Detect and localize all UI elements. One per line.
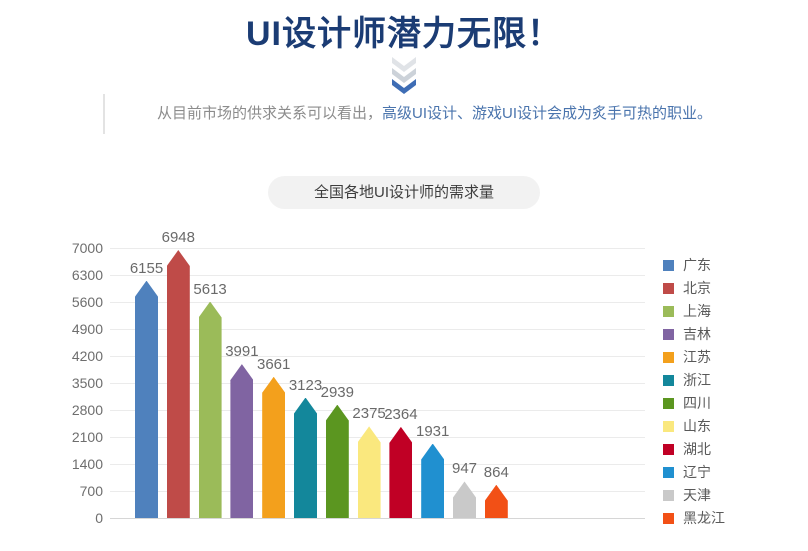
gridline	[110, 356, 645, 357]
page-title: UI设计师潜力无限！	[246, 15, 562, 53]
chart-bar-江苏	[262, 376, 286, 518]
gridline	[110, 437, 645, 438]
plot-area: 6155 6948 5613 3991 3661 3123 2939 2375 2364 1931…	[110, 229, 645, 519]
bar-value-label: 864	[483, 463, 509, 481]
y-axis-tick-label: 2100	[71, 429, 103, 445]
chart-title-badge: 全国各地UI设计师的需求量	[267, 176, 541, 209]
legend-item: 江苏	[663, 349, 725, 365]
legend-item: 浙江	[663, 372, 725, 388]
y-axis-tick-label: 7000	[71, 240, 103, 256]
bar-value-label: 2939	[320, 383, 354, 401]
legend-swatch-icon	[663, 351, 674, 363]
legend-swatch-icon	[663, 420, 674, 432]
bar-value-label: 2364	[384, 405, 418, 423]
legend-label: 辽宁	[683, 464, 711, 480]
gridline	[110, 329, 645, 330]
y-axis-tick-label: 4200	[71, 348, 103, 364]
legend: 广东北京上海吉林江苏浙江四川山东湖北辽宁天津黑龙江	[663, 257, 725, 534]
chart-bar-湖北	[389, 426, 413, 518]
legend-item: 广东	[663, 257, 725, 273]
chart-bar-上海	[198, 301, 222, 518]
gridline	[110, 518, 645, 519]
chart-bar-天津	[453, 481, 476, 518]
bar-value-label: 3123	[288, 376, 323, 394]
legend-label: 上海	[683, 303, 711, 319]
legend-item: 上海	[663, 303, 725, 319]
intro-text-plain: 从目前市场的供求关系可以看出，	[157, 105, 383, 122]
legend-label: 天津	[683, 487, 711, 503]
y-axis-tick-label: 1400	[71, 456, 103, 472]
legend-item: 山东	[663, 418, 725, 434]
y-axis-tick-label: 3500	[71, 375, 103, 391]
y-axis-tick-label: 0	[95, 510, 103, 526]
chart-bar-吉林	[230, 364, 254, 518]
y-axis-tick-label: 4900	[71, 321, 103, 337]
legend-swatch-icon	[663, 282, 674, 294]
legend-item: 四川	[663, 395, 725, 411]
legend-item: 北京	[663, 280, 725, 296]
bar-value-label: 6155	[129, 259, 164, 277]
y-axis-tick-label: 6300	[71, 267, 103, 283]
legend-item: 天津	[663, 487, 725, 503]
chevron-double-down-icon	[392, 57, 416, 94]
legend-swatch-icon	[663, 512, 674, 524]
gridline	[110, 383, 645, 384]
legend-item: 黑龙江	[663, 510, 725, 526]
legend-swatch-icon	[663, 489, 674, 501]
bar-value-label: 6948	[161, 229, 195, 247]
legend-item: 吉林	[663, 326, 725, 342]
legend-swatch-icon	[663, 259, 674, 271]
intro-text: 从目前市场的供求关系可以看出，高级UI设计、游戏UI设计会成为炙手可热的职业。	[103, 94, 712, 134]
legend-label: 四川	[683, 395, 711, 411]
chart-bar-北京	[166, 250, 190, 518]
bar-value-label: 3661	[257, 355, 291, 373]
bar-value-label: 1931	[416, 422, 450, 440]
legend-label: 江苏	[683, 349, 711, 365]
legend-label: 黑龙江	[683, 510, 725, 526]
gridline	[110, 275, 645, 276]
legend-swatch-icon	[663, 397, 674, 409]
legend-label: 广东	[683, 257, 711, 273]
chart-bar-黑龙江	[484, 484, 508, 518]
y-axis-tick-label: 5600	[71, 294, 103, 310]
y-axis-tick-label: 2800	[71, 402, 103, 418]
legend-label: 山东	[683, 418, 711, 434]
chart-bar-辽宁	[421, 443, 445, 518]
bar-value-label: 2375	[352, 405, 386, 423]
bar-chart: 6155 6948 5613 3991 3661 3123 2939 2375 2364 1931…	[0, 229, 808, 543]
gridline	[110, 302, 645, 303]
legend-swatch-icon	[663, 328, 674, 340]
bar-value-label: 947	[451, 460, 478, 478]
legend-swatch-icon	[663, 443, 674, 455]
legend-label: 北京	[683, 280, 711, 296]
legend-label: 湖北	[683, 441, 711, 457]
bar-value-label: 3991	[225, 343, 259, 361]
legend-label: 吉林	[683, 326, 711, 342]
chart-bar-浙江	[294, 397, 317, 518]
intro-text-highlight: 高级UI设计、游戏UI设计会成为炙手可热的职业。	[382, 105, 713, 122]
bar-value-label: 5613	[193, 280, 227, 298]
legend-swatch-icon	[663, 305, 674, 317]
chart-bar-广东	[135, 280, 158, 518]
y-axis-tick-label: 700	[79, 483, 103, 499]
legend-item: 湖北	[663, 441, 725, 457]
legend-item: 辽宁	[663, 464, 725, 480]
legend-label: 浙江	[683, 372, 711, 388]
gridline	[110, 248, 645, 249]
chart-bar-山东	[357, 426, 381, 518]
legend-swatch-icon	[663, 466, 674, 478]
gridline	[110, 410, 645, 411]
chart-bar-四川	[325, 404, 349, 518]
legend-swatch-icon	[663, 374, 674, 386]
